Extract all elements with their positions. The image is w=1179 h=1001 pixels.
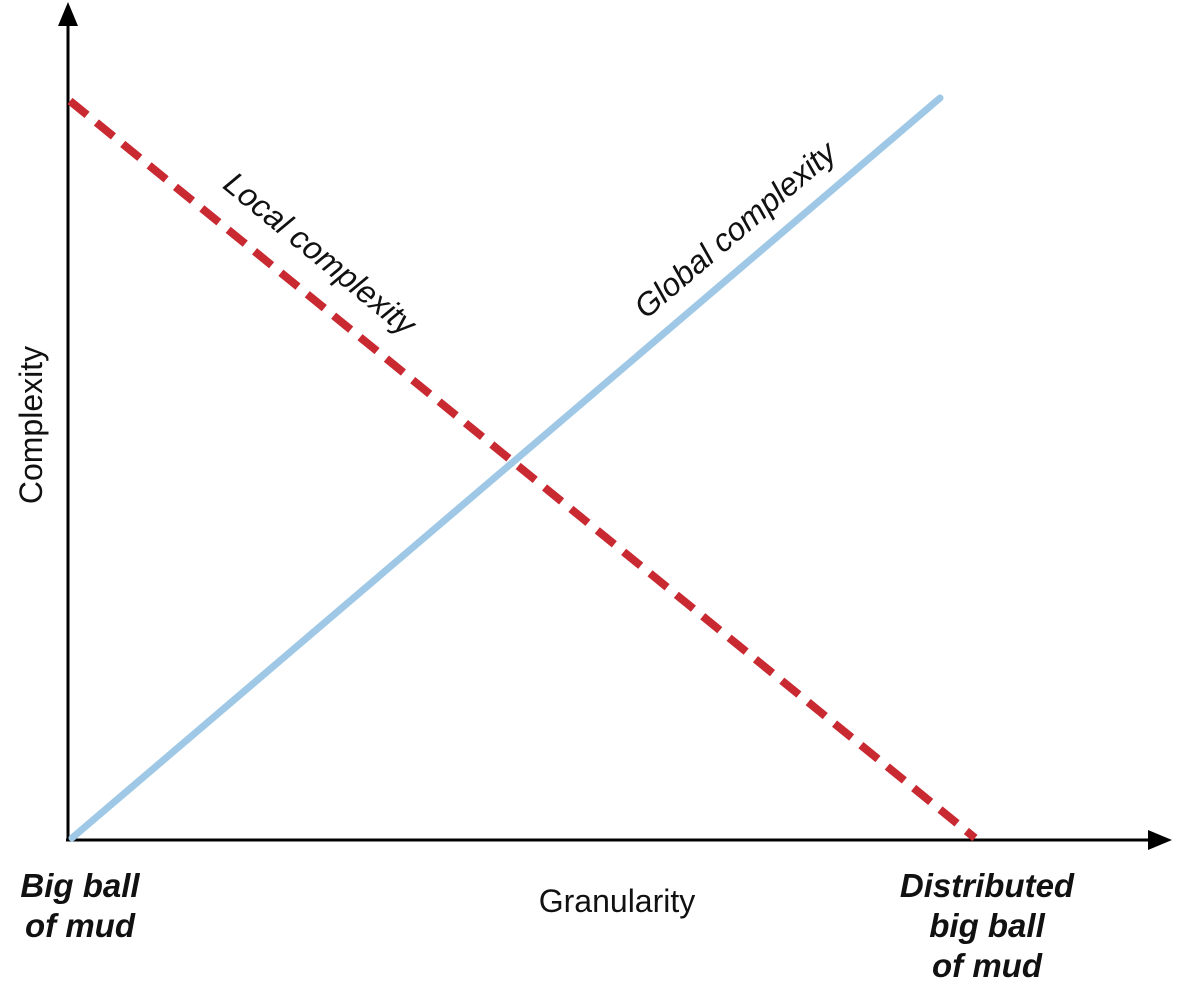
- x-axis-label: Granularity: [539, 883, 696, 919]
- y-axis-label: Complexity: [13, 346, 49, 504]
- right-label: of mud: [932, 947, 1043, 984]
- global-complexity-label: Global complexity: [627, 133, 844, 325]
- x-axis-arrow: [1148, 830, 1172, 850]
- local-complexity-line: [67, 97, 978, 842]
- right-label: big ball: [929, 907, 1045, 944]
- local-complexity-label: Local complexity: [217, 165, 424, 344]
- left-label: of mud: [25, 907, 136, 944]
- y-axis-arrow: [58, 2, 78, 26]
- left-label: Big ball: [20, 867, 140, 904]
- right-label: Distributed: [900, 867, 1075, 904]
- global-complexity-line: [68, 94, 944, 842]
